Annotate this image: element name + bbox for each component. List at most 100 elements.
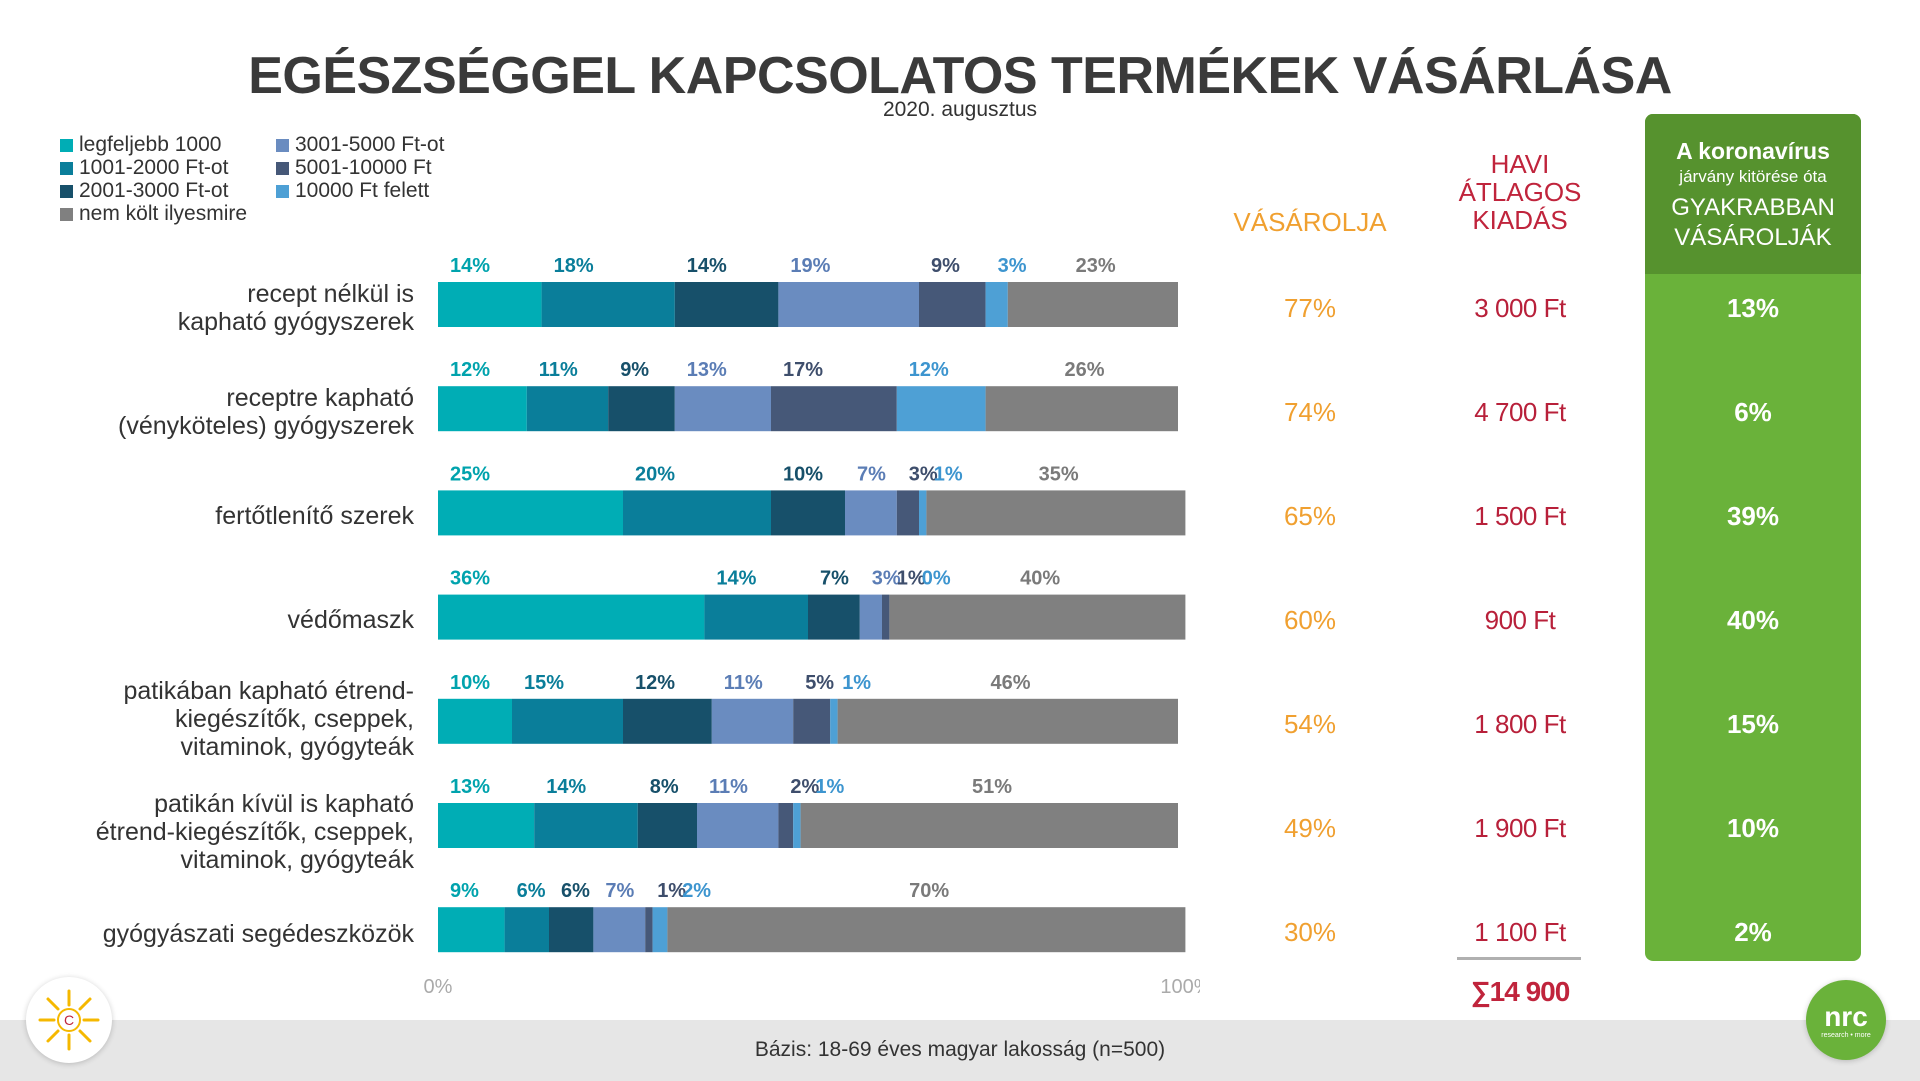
- category-label-line: vitaminok, gyógyteák: [180, 733, 414, 761]
- data-label: 13%: [687, 359, 727, 381]
- category-label-line: vitaminok, gyógyteák: [180, 846, 414, 874]
- gyakrabban-value: 40%: [1726, 605, 1780, 635]
- legend-item: nem költ ilyesmire: [60, 202, 247, 226]
- havi-value: 900 Ft: [1484, 605, 1556, 635]
- basis-note: Bázis: 18-69 éves magyar lakosság (n=500…: [754, 1038, 1166, 1061]
- legend-label: 5001-10000 Ft: [295, 156, 432, 179]
- category-label-line: étrend-kiegészítők, cseppek,: [95, 818, 414, 846]
- data-label: 1%: [934, 463, 963, 485]
- data-label: 46%: [991, 672, 1031, 694]
- data-label: 1%: [815, 776, 844, 798]
- bar-segment: [438, 490, 623, 536]
- data-label: 8%: [650, 776, 679, 798]
- data-label: 15%: [524, 672, 564, 694]
- chart-title: EGÉSZSÉGGEL KAPCSOLATOS TERMÉKEK VÁSÁRLÁ…: [248, 47, 1672, 105]
- data-label: 12%: [450, 359, 490, 381]
- bar-segment: [637, 803, 697, 848]
- havi-value: 1 100 Ft: [1474, 917, 1566, 947]
- category-label-line: recept nélkül is: [247, 280, 414, 308]
- bar-segment: [438, 803, 535, 848]
- vasarolja-value: 74%: [1283, 397, 1337, 427]
- footer-band: [0, 1020, 1920, 1081]
- category-label: patikában kapható étrend- kiegészítők, c…: [14, 677, 415, 761]
- data-label: 1%: [657, 880, 686, 902]
- vasarolja-value: 54%: [1283, 709, 1337, 739]
- bar-segment: [926, 490, 1186, 536]
- nrc-logo-text: nrc: [1824, 1001, 1868, 1032]
- data-label: 20%: [635, 463, 675, 485]
- bar-segment: [889, 594, 1186, 640]
- bar-segment: [504, 907, 549, 953]
- category-label-line: (vényköteles) gyógyszerek: [118, 412, 414, 440]
- data-label: 3%: [909, 463, 938, 485]
- data-label: 11%: [539, 359, 578, 381]
- bar-segment: [526, 386, 609, 432]
- category-label-line: gyógyászati segédeszközök: [102, 920, 414, 948]
- legend-item: 3001-5000 Ft-ot: [276, 133, 444, 157]
- gyakrabban-panel: A koronavírus járvány kitörése óta GYAKR…: [1645, 114, 1861, 961]
- bar-segment: [711, 698, 794, 744]
- legend: legfeljebb 1000 1001-2000 Ft-ot 2001-300…: [60, 133, 480, 243]
- nrc-logo: nrc research • more: [1806, 980, 1886, 1060]
- vasarolja-value: 65%: [1283, 501, 1337, 531]
- vasarolja-value: 77%: [1283, 293, 1337, 323]
- category-label: receptre kapható (vényköteles) gyógyszer…: [14, 384, 414, 440]
- gyakrabban-value: 2%: [1734, 917, 1772, 947]
- data-label: 19%: [790, 255, 830, 277]
- legend-swatch: [276, 138, 289, 152]
- gyakrabban-value: 10%: [1726, 813, 1780, 843]
- bar-segment: [837, 698, 1178, 744]
- bar-segment: [800, 803, 1178, 848]
- data-label: 3%: [998, 255, 1027, 277]
- vasarolja-value: 49%: [1283, 813, 1337, 843]
- bar-segment: [830, 698, 838, 744]
- legend-label: 1001-2000 Ft-ot: [79, 156, 229, 179]
- data-label: 10%: [450, 672, 490, 694]
- bar-segment: [438, 282, 542, 327]
- data-label: 9%: [620, 359, 649, 381]
- category-label: gyógyászati segédeszközök: [14, 920, 414, 948]
- legend-label: 3001-5000 Ft-ot: [295, 133, 445, 156]
- data-label: 2%: [790, 776, 819, 798]
- stacked-bar-chart: 14% 18% 14% 19% 9% 3% 23% 12% 11% 9% 13% 17% 12% 26% 2…: [424, 255, 1200, 998]
- category-label-line: patikán kívül is kapható: [154, 790, 414, 818]
- bar-segment: [919, 490, 927, 536]
- data-label: 2%: [682, 880, 711, 902]
- legend-item: 5001-10000 Ft: [276, 156, 432, 180]
- gyakrabban-header-subtitle: járvány kitörése óta: [1679, 167, 1827, 186]
- data-label: 0%: [922, 568, 951, 590]
- data-label: 25%: [450, 463, 490, 485]
- data-label: 1%: [842, 672, 871, 694]
- bar-segment: [652, 907, 668, 953]
- data-label: 23%: [1076, 255, 1116, 277]
- bar-segment: [793, 698, 831, 744]
- havi-total: ∑14 900: [1470, 976, 1571, 1007]
- vasarolja-value: 60%: [1283, 605, 1337, 635]
- gyakrabban-value: 13%: [1726, 293, 1780, 323]
- bar-segment: [697, 803, 779, 848]
- category-label: recept nélkül is kapható gyógyszerek: [14, 280, 414, 336]
- bar-segment: [645, 907, 653, 953]
- bar-segment: [808, 594, 860, 640]
- bar-segment: [859, 594, 882, 640]
- bar-segment: [704, 594, 808, 640]
- gyakrabban-value: 39%: [1726, 501, 1780, 531]
- data-label: 13%: [450, 776, 490, 798]
- bar-segment: [438, 698, 512, 744]
- legend-label: 2001-3000 Ft-ot: [79, 179, 229, 202]
- legend-swatch: [276, 161, 289, 175]
- data-label: 5%: [805, 672, 834, 694]
- bar-segment: [771, 490, 845, 536]
- data-label: 9%: [450, 880, 479, 902]
- legend-item: 1001-2000 Ft-ot: [60, 156, 228, 180]
- havi-value: 4 700 Ft: [1474, 397, 1566, 427]
- data-label: 26%: [1065, 359, 1105, 381]
- havi-header-line: ÁTLAGOS: [1458, 177, 1582, 207]
- category-label-line: receptre kapható: [226, 384, 414, 412]
- bar-segment: [512, 698, 623, 744]
- bar-segment: [438, 386, 527, 432]
- category-label: fertőtlenítő szerek: [14, 502, 414, 530]
- data-label: 14%: [687, 255, 727, 277]
- category-label-line: kapható gyógyszerek: [177, 308, 414, 336]
- nrc-logo-subtext: research • more: [1821, 1032, 1871, 1039]
